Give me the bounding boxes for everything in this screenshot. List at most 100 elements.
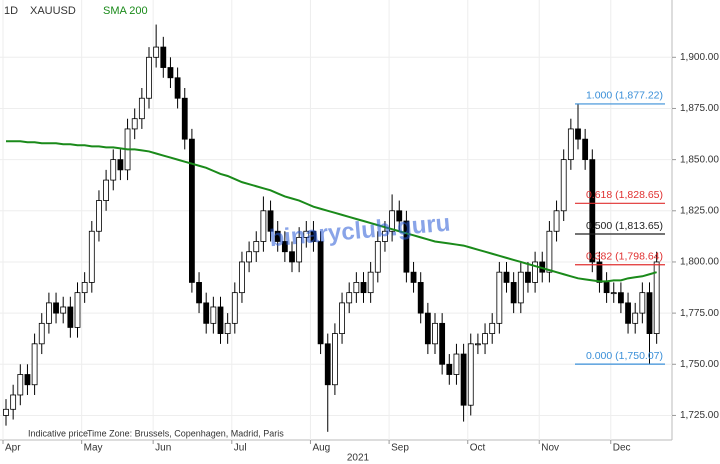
candle-body — [224, 322, 231, 334]
x-tick-label: Aug — [312, 443, 330, 454]
candle-body — [460, 353, 467, 406]
y-tick-label: 1,775.00 — [680, 308, 719, 319]
candle-body — [367, 271, 374, 294]
candle-body — [646, 292, 653, 334]
candle-body — [346, 292, 353, 304]
candle-body — [567, 128, 574, 161]
candle-body — [203, 302, 210, 324]
candle-body — [546, 230, 553, 273]
candle-body — [196, 282, 202, 304]
candle-body — [267, 210, 274, 232]
candle-body — [432, 322, 438, 345]
x-tick-label: Jun — [155, 443, 171, 454]
candle-body — [589, 159, 596, 263]
legend-symbol: XAUUSD — [30, 5, 76, 17]
plot: 1.000 (1,877.22) 0.618 (1,828.65) 0.500 (1… — [0, 0, 672, 440]
y-tick-label: 1,725.00 — [680, 410, 719, 421]
candle-body — [153, 46, 160, 58]
candle-body — [510, 282, 517, 304]
candle-body — [246, 251, 253, 263]
candle-body — [117, 159, 124, 171]
candle-body — [217, 306, 224, 334]
fib-label: 0.000 (1,750.07) — [586, 350, 663, 362]
candle-body — [210, 306, 217, 324]
y-tick-label: 1,750.00 — [680, 359, 719, 370]
candle-body — [74, 292, 81, 328]
y-tick-label: 1,875.00 — [680, 103, 719, 114]
candle-body — [239, 261, 245, 294]
candle-body — [110, 159, 117, 181]
candle-body — [603, 282, 610, 294]
candle-body — [560, 159, 567, 212]
candle-body — [260, 210, 267, 242]
candle-body — [46, 302, 52, 324]
footnote: Indicative price — [28, 428, 88, 438]
candle-body — [575, 128, 581, 140]
x-tick-label: May — [84, 443, 103, 454]
candle-body — [525, 271, 531, 283]
candle-body — [453, 353, 460, 375]
candle-body — [281, 241, 288, 253]
candle-body — [403, 220, 410, 273]
candle-body — [253, 241, 260, 253]
x-tick-label: Sep — [391, 443, 409, 454]
candle-body — [353, 282, 360, 294]
x-tick-label: Oct — [470, 443, 486, 454]
fib-label: 0.618 (1,828.65) — [586, 189, 663, 201]
candle-body — [103, 179, 109, 201]
candle-body — [303, 230, 310, 238]
candle-body — [424, 312, 431, 345]
timezone: Time Zone: Brussels, Copenhagen, Madrid,… — [87, 428, 284, 438]
candle-body — [38, 322, 45, 345]
candle-body — [88, 230, 95, 283]
candle-body — [517, 271, 524, 304]
candle-body — [625, 302, 631, 324]
x-tick-label: Dec — [613, 443, 631, 454]
candle-body — [174, 77, 181, 99]
candle-body — [67, 306, 74, 328]
fib-label: 0.382 (1,798.64) — [586, 251, 663, 263]
candle-body — [374, 241, 381, 273]
candle-body — [324, 343, 331, 386]
candle-body — [138, 97, 145, 120]
candle-body — [160, 46, 167, 68]
candle-body — [382, 230, 388, 242]
candle-body — [96, 200, 102, 232]
candle-body — [389, 210, 396, 232]
candle-body — [81, 282, 88, 294]
candle-body — [146, 56, 152, 99]
candle-body — [10, 394, 17, 410]
candle-body — [231, 292, 238, 324]
candle-body — [24, 374, 31, 386]
x-tick-label: Jul — [234, 443, 247, 454]
candle-body — [3, 408, 9, 416]
candle-body — [596, 261, 603, 283]
candle-body — [632, 312, 639, 324]
candle-body — [482, 333, 488, 345]
candle-body — [181, 97, 188, 140]
candle-body — [396, 210, 403, 222]
candle-body — [439, 322, 446, 365]
fib-label: 1.000 (1,877.22) — [586, 90, 663, 102]
candle-body — [60, 306, 67, 314]
legend-sma: SMA 200 — [103, 5, 148, 17]
candle-body — [496, 271, 503, 324]
candle-body — [310, 230, 317, 242]
candle-body — [582, 138, 589, 161]
y-tick-label: 1,850.00 — [680, 154, 719, 165]
y-tick-label: 1,800.00 — [680, 257, 719, 268]
candle-body — [503, 271, 510, 283]
candle-body — [360, 282, 367, 294]
candle-body — [167, 67, 174, 79]
candle-body — [410, 271, 417, 283]
y-tick-label: 1,825.00 — [680, 205, 719, 216]
candle-body — [339, 302, 345, 334]
y-tick-label: 1,900.00 — [680, 52, 719, 63]
candle-body — [639, 292, 646, 314]
candle-body — [131, 118, 138, 130]
candle-body — [53, 302, 59, 314]
candle-body — [417, 282, 424, 314]
candle-body — [532, 261, 538, 283]
